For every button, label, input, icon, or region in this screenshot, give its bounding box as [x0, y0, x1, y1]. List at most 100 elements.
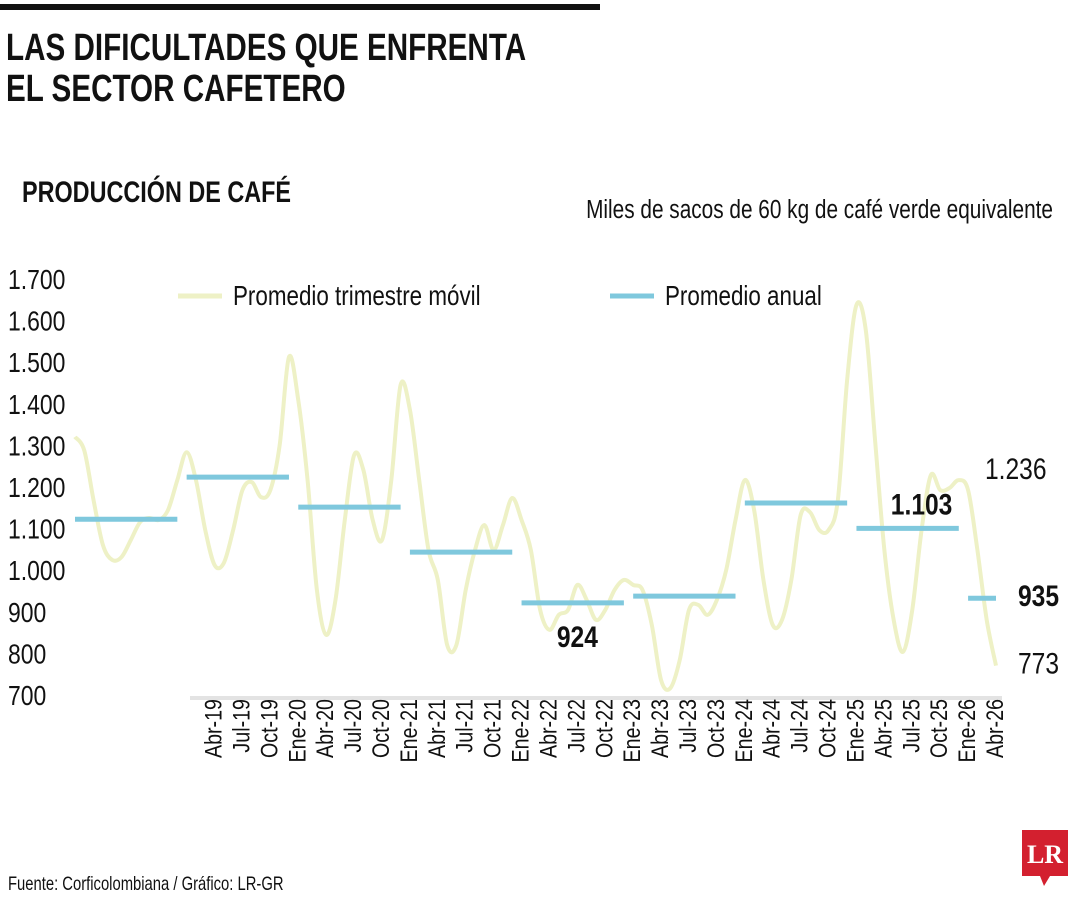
x-tick: Jul-21 — [451, 699, 478, 753]
data-label-group: 924 — [557, 619, 599, 653]
x-tick-label: Abr-20 — [311, 699, 338, 758]
y-tick-label: 1.500 — [8, 348, 65, 379]
x-tick: Abr-26 — [981, 699, 1008, 758]
x-tick-label: Oct-24 — [814, 699, 841, 758]
x-tick: Oct-25 — [925, 699, 952, 758]
x-tick-label: Ene-22 — [507, 699, 534, 762]
x-tick: Oct-23 — [702, 699, 729, 758]
x-tick: Abr-20 — [311, 699, 338, 758]
y-tick: 1.200 — [8, 473, 65, 504]
x-tick-label: Abr-25 — [869, 699, 896, 758]
x-tick-label: Ene-26 — [953, 699, 980, 762]
annotation-group: 1.236 — [985, 452, 1047, 486]
x-tick-label: Oct-23 — [702, 699, 729, 758]
x-tick-label: Jul-25 — [897, 699, 924, 753]
x-tick: Abr-21 — [423, 699, 450, 758]
logo: LR — [1027, 840, 1063, 869]
y-tick: 1.600 — [8, 307, 65, 338]
x-tick: Oct-20 — [367, 699, 394, 758]
y-tick: 1.100 — [8, 515, 65, 546]
x-tick: Ene-26 — [953, 699, 980, 762]
x-tick-label: Oct-21 — [479, 699, 506, 758]
x-tick: Abr-24 — [758, 699, 785, 758]
x-tick-label: Jul-24 — [786, 699, 813, 753]
y-tick: 700 — [8, 681, 46, 712]
y-tick: 1.000 — [8, 556, 65, 587]
x-tick: Jul-23 — [674, 699, 701, 753]
x-tick: Ene-25 — [842, 699, 869, 762]
chart-title: LAS DIFICULTADES QUE ENFRENTA — [6, 27, 526, 69]
x-tick-label: Ene-23 — [618, 699, 645, 762]
x-tick: Ene-24 — [730, 699, 757, 762]
x-tick-label: Abr-22 — [535, 699, 562, 758]
legend-label: Promedio anual — [665, 281, 822, 312]
x-tick: Jul-20 — [339, 699, 366, 753]
y-tick-label: 1.000 — [8, 556, 65, 587]
source-group: Fuente: Corficolombiana / Gráfico: LR-GR — [8, 873, 284, 894]
x-tick: Jul-24 — [786, 699, 813, 753]
x-tick-label: Abr-21 — [423, 699, 450, 758]
source: Fuente: Corficolombiana / Gráfico: LR-GR — [8, 873, 284, 894]
y-tick: 800 — [8, 639, 46, 670]
y-tick-label: 1.300 — [8, 431, 65, 462]
data-label-group: 1.103 — [891, 487, 953, 521]
x-tick: Abr-19 — [200, 699, 227, 758]
x-tick-label: Oct-20 — [367, 699, 394, 758]
legend-entry: Promedio anual — [665, 281, 822, 312]
x-tick-label: Abr-26 — [981, 699, 1008, 758]
x-tick: Ene-20 — [283, 699, 310, 762]
data-label: 1.103 — [891, 487, 953, 521]
y-axis-unit: Miles de sacos de 60 kg de café verde eq… — [586, 195, 1053, 224]
data-label: 773 — [1018, 646, 1059, 680]
x-tick: Oct-19 — [255, 699, 282, 758]
x-tick-label: Jul-21 — [451, 699, 478, 753]
data-label-group: 773 — [1018, 646, 1059, 680]
x-tick: Oct-21 — [479, 699, 506, 758]
x-tick-label: Oct-25 — [925, 699, 952, 758]
x-tick: Oct-22 — [590, 699, 617, 758]
y-tick-label: 1.200 — [8, 473, 65, 504]
x-tick-label: Abr-19 — [200, 699, 227, 758]
x-tick: Ene-21 — [395, 699, 422, 762]
y-tick: 900 — [8, 598, 46, 629]
y-tick-label: 800 — [8, 639, 46, 670]
y-tick: 1.400 — [8, 390, 65, 421]
x-tick: Abr-22 — [535, 699, 562, 758]
data-label-group: 935 — [1018, 579, 1059, 613]
x-tick-label: Abr-23 — [646, 699, 673, 758]
data-label: 924 — [557, 619, 599, 653]
subtitle-group: PRODUCCIÓN DE CAFÉ — [22, 174, 291, 209]
y-tick-label: 900 — [8, 598, 46, 629]
x-tick-label: Ene-24 — [730, 699, 757, 762]
chart-subtitle: PRODUCCIÓN DE CAFÉ — [22, 174, 291, 209]
x-tick-label: Oct-19 — [255, 699, 282, 758]
logo-box — [1022, 830, 1068, 886]
legend-label: Promedio trimestre móvil — [233, 281, 481, 312]
y-tick-label: 700 — [8, 681, 46, 712]
x-tick: Jul-25 — [897, 699, 924, 753]
x-tick-label: Jul-19 — [228, 699, 255, 753]
chart-title: EL SECTOR CAFETERO — [6, 68, 346, 110]
x-tick-label: Oct-22 — [590, 699, 617, 758]
x-tick-label: Ene-21 — [395, 699, 422, 762]
legend-entry: Promedio trimestre móvil — [233, 281, 481, 312]
x-tick-label: Jul-23 — [674, 699, 701, 753]
x-tick: Jul-22 — [562, 699, 589, 753]
x-tick: Oct-24 — [814, 699, 841, 758]
title-group: LAS DIFICULTADES QUE ENFRENTA EL SECTOR … — [6, 27, 526, 110]
x-tick-label: Jul-22 — [562, 699, 589, 753]
y-tick-label: 1.700 — [8, 265, 65, 296]
y-tick-label: 1.400 — [8, 390, 65, 421]
y-tick-label: 1.100 — [8, 515, 65, 546]
unit-group: Miles de sacos de 60 kg de café verde eq… — [586, 195, 1053, 224]
x-tick: Ene-23 — [618, 699, 645, 762]
top-rule — [0, 4, 600, 10]
y-tick: 1.700 — [8, 265, 65, 296]
x-tick-label: Ene-20 — [283, 699, 310, 762]
x-tick: Abr-25 — [869, 699, 896, 758]
data-label: 935 — [1018, 579, 1059, 613]
x-tick: Abr-23 — [646, 699, 673, 758]
x-tick-label: Ene-25 — [842, 699, 869, 762]
y-tick-label: 1.600 — [8, 307, 65, 338]
